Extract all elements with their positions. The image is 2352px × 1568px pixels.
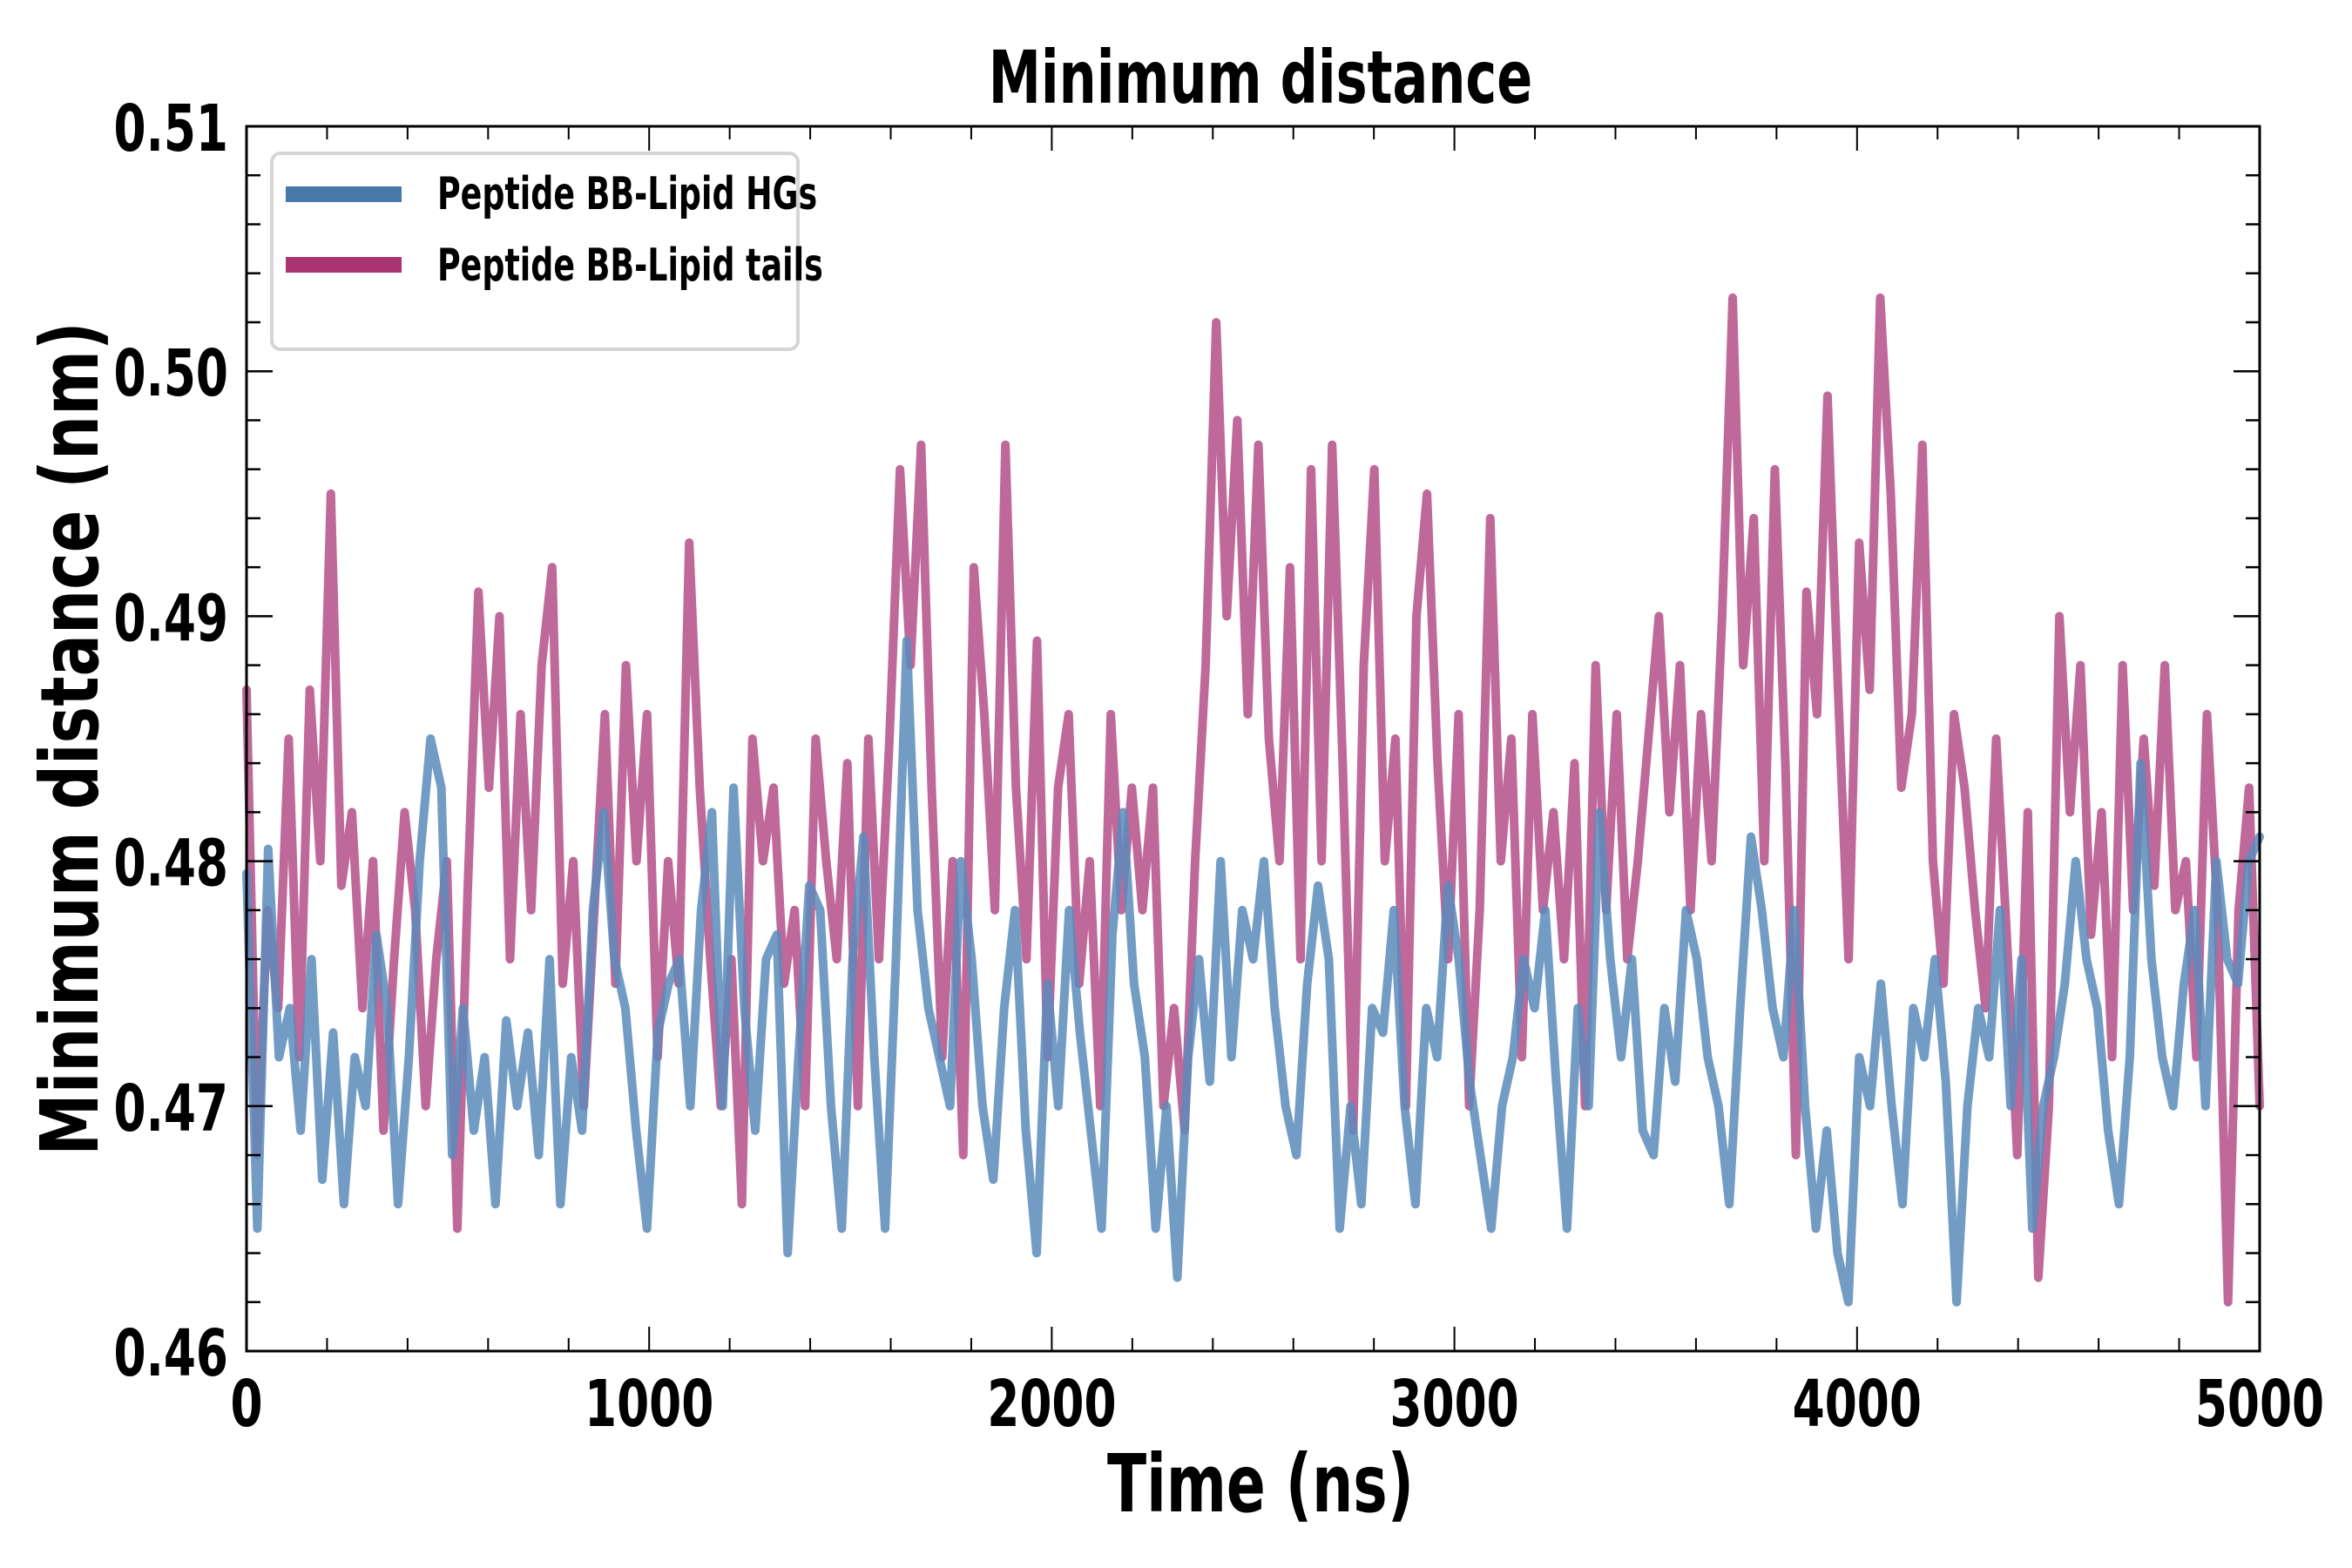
y-tick-label: 0.47: [114, 1071, 228, 1146]
x-axis-label: Time (ns): [1107, 1437, 1414, 1531]
y-tick-label: 0.50: [114, 336, 228, 411]
series-line-hgs: [242, 636, 2264, 1307]
plot-frame: [245, 125, 2261, 1353]
series-layer: [242, 293, 2264, 1307]
x-tick-label: 3000: [1389, 1367, 1518, 1442]
y-tick-label: 0.49: [114, 582, 228, 657]
legend-box: [270, 152, 800, 351]
y-tick-labels: 0.46 0.47 0.48 0.49 0.50 0.51: [114, 91, 228, 1391]
y-tick-label: 0.51: [114, 91, 228, 166]
y-tick-label: 0.48: [114, 827, 228, 902]
x-tick-label: 0: [230, 1367, 262, 1442]
x-tick-label: 2000: [987, 1367, 1116, 1442]
x-tick-labels: 0 1000 2000 3000 4000 5000: [230, 1367, 2324, 1442]
y-axis-label: Minimum distance (nm): [24, 321, 117, 1155]
x-tick-label: 4000: [1793, 1367, 1922, 1442]
chart-title: Minimum distance: [989, 36, 1533, 121]
x-tick-label: 1000: [585, 1367, 713, 1442]
x-tick-label: 5000: [2195, 1367, 2324, 1442]
legend-label-tails: Peptide BB-Lipid tails: [437, 238, 823, 291]
legend-label-hgs: Peptide BB-Lipid HGs: [437, 166, 817, 220]
legend: Peptide BB-Lipid HGs Peptide BB-Lipid ta…: [270, 152, 823, 351]
y-tick-label: 0.46: [114, 1316, 228, 1391]
